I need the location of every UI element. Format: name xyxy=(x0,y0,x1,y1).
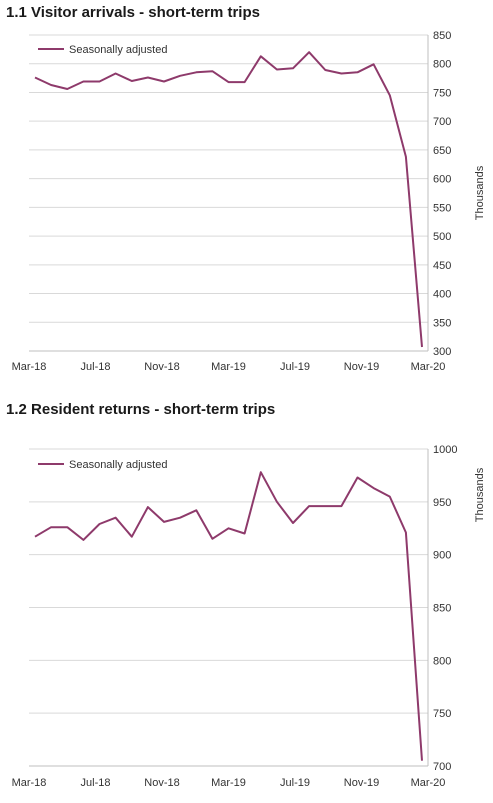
y-tick-label: 750 xyxy=(433,708,451,720)
chart-panel-resident-returns: 1.2 Resident returns - short-term trips … xyxy=(0,395,493,803)
line-chart-visitor-arrivals: 300 350 400 450 500 550 600 650 700 750 800 850 Thou… xyxy=(12,30,486,373)
x-tick-label: Nov-19 xyxy=(344,361,379,373)
x-tick-label: Mar-19 xyxy=(211,361,246,373)
y-tick-label: 600 xyxy=(433,174,451,186)
chart-title: 1.1 Visitor arrivals - short-term trips xyxy=(6,4,260,21)
y-axis-title: Thousands xyxy=(474,165,486,220)
legend-label: Seasonally adjusted xyxy=(69,459,167,471)
series-line xyxy=(34,51,423,348)
y-axis-title: Thousands xyxy=(474,467,486,522)
y-tick-label: 700 xyxy=(433,116,451,128)
y-tick-label: 750 xyxy=(433,87,451,99)
y-tick-label: 800 xyxy=(433,59,451,71)
y-tick-label: 1000 xyxy=(433,444,457,456)
y-tick-label: 650 xyxy=(433,145,451,157)
y-tick-label: 850 xyxy=(433,603,451,615)
legend-label: Seasonally adjusted xyxy=(69,44,167,56)
x-tick-label: Nov-18 xyxy=(144,361,179,373)
series-line xyxy=(34,471,423,761)
x-tick-label: Mar-18 xyxy=(12,777,47,789)
y-tick-label: 400 xyxy=(433,289,451,301)
x-tick-label: Mar-19 xyxy=(211,777,246,789)
x-tick-label: Mar-18 xyxy=(12,361,47,373)
y-tick-label: 300 xyxy=(433,346,451,358)
y-tick-label: 350 xyxy=(433,317,451,329)
x-tick-label: Nov-19 xyxy=(344,777,379,789)
y-tick-label: 950 xyxy=(433,497,451,509)
x-tick-label: Jul-19 xyxy=(280,361,310,373)
x-tick-label: Jul-18 xyxy=(81,361,111,373)
y-tick-label: 900 xyxy=(433,550,451,562)
chart-panel-visitor-arrivals: 1.1 Visitor arrivals - short-term trips … xyxy=(0,0,493,390)
line-chart-resident-returns: 700 750 800 850 900 950 1000 Thousands Mar-18 Jul… xyxy=(12,444,486,789)
x-tick-label: Mar-20 xyxy=(411,777,446,789)
y-tick-label: 850 xyxy=(433,30,451,42)
y-tick-label: 550 xyxy=(433,202,451,214)
y-tick-label: 450 xyxy=(433,260,451,272)
y-tick-label: 500 xyxy=(433,231,451,243)
x-tick-label: Nov-18 xyxy=(144,777,179,789)
y-tick-label: 700 xyxy=(433,761,451,773)
chart-title: 1.2 Resident returns - short-term trips xyxy=(6,401,276,418)
x-tick-label: Mar-20 xyxy=(411,361,446,373)
x-tick-label: Jul-18 xyxy=(81,777,111,789)
x-tick-label: Jul-19 xyxy=(280,777,310,789)
y-tick-label: 800 xyxy=(433,655,451,667)
